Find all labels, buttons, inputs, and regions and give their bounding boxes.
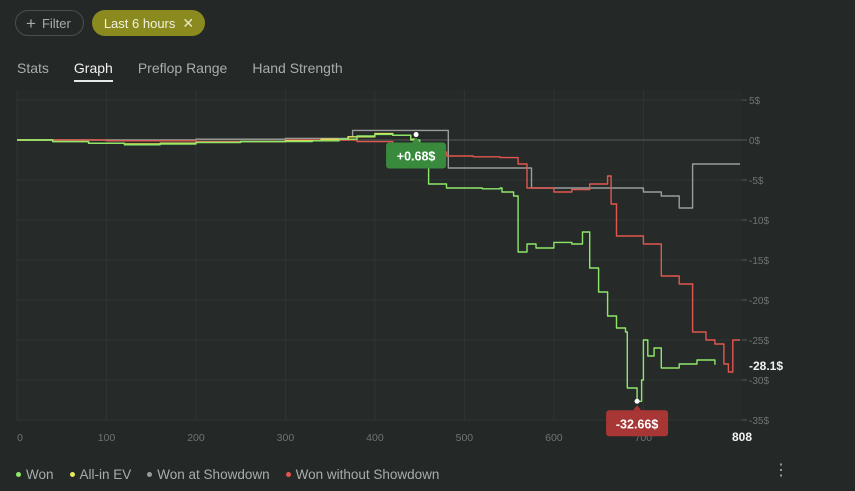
tab-preflop-range[interactable]: Preflop Range	[137, 60, 228, 76]
y-tick-label: -5$	[749, 176, 764, 187]
profit-graph[interactable]: 5$ 0$ -5$ -10$ -15$ -20$ -25$ -30$ -35$ 0 100 200 30…	[0, 85, 855, 460]
legend-dot	[285, 472, 291, 477]
legend-item-won[interactable]: Won	[16, 467, 54, 482]
x-tick-label: 0	[17, 432, 23, 444]
plus-icon: +	[26, 13, 36, 33]
negative-badge	[606, 410, 669, 437]
legend-dot	[147, 472, 153, 477]
negative-badge-pointer	[633, 405, 642, 411]
legend: Won All-in EV Won at Showdown Won withou…	[16, 467, 439, 482]
positive-badge	[386, 142, 447, 169]
x-tick-label: 300	[277, 432, 295, 444]
x-tick-label: 500	[456, 432, 474, 444]
x-tick-label: 400	[366, 432, 384, 444]
legend-item-won-at-showdown[interactable]: Won at Showdown	[147, 467, 270, 482]
time-range-chip[interactable]: Last 6 hours ✕	[91, 10, 206, 36]
positive-badge-label: +0.68$	[397, 150, 436, 164]
toolbar: + Filter Last 6 hours ✕	[15, 10, 206, 36]
series-line-won	[17, 133, 716, 402]
x-tick-label: 600	[545, 432, 563, 444]
negative-badge-label: -32.66$	[616, 417, 658, 431]
y-tick-label: -35$	[749, 416, 769, 427]
legend-item-allin-ev[interactable]: All-in EV	[69, 467, 132, 482]
tab-bar: Stats Graph Preflop Range Hand Strength	[17, 60, 368, 82]
filter-label: Filter	[41, 15, 71, 31]
end-value-label: -28.1$	[749, 359, 783, 373]
legend-label: Won at Showdown	[157, 467, 270, 482]
legend-label: Won	[26, 467, 54, 482]
max-point-marker	[413, 132, 419, 138]
series-line-won-without-showdown	[17, 139, 740, 373]
legend-item-won-without-showdown[interactable]: Won without Showdown	[285, 467, 440, 482]
y-tick-label: -25$	[749, 336, 769, 347]
min-point-marker	[634, 398, 640, 404]
legend-dot	[69, 472, 75, 477]
positive-badge-pointer	[412, 137, 421, 143]
y-tick-label: -30$	[749, 376, 769, 387]
chip-label: Last 6 hours	[103, 15, 176, 31]
x-end-label: 808	[732, 430, 752, 444]
y-tick-label: -10$	[749, 216, 769, 227]
more-options-icon[interactable]: ⋮	[773, 462, 789, 479]
filter-button[interactable]: + Filter	[15, 10, 84, 36]
y-tick-label: -15$	[749, 256, 769, 267]
close-icon[interactable]: ✕	[182, 15, 195, 31]
x-tick-label: 100	[98, 432, 116, 444]
x-tick-label: 200	[187, 432, 205, 444]
series-line-won-at-showdown	[17, 129, 740, 209]
y-tick-label: 5$	[749, 96, 761, 107]
legend-dot	[16, 472, 21, 477]
legend-label: All-in EV	[79, 467, 132, 482]
tab-graph[interactable]: Graph	[73, 60, 113, 82]
y-tick-label: -20$	[749, 296, 769, 307]
tab-stats[interactable]: Stats	[17, 60, 49, 76]
y-tick-label: 0$	[749, 136, 761, 147]
tab-hand-strength[interactable]: Hand Strength	[252, 60, 343, 76]
legend-label: Won without Showdown	[295, 467, 440, 482]
